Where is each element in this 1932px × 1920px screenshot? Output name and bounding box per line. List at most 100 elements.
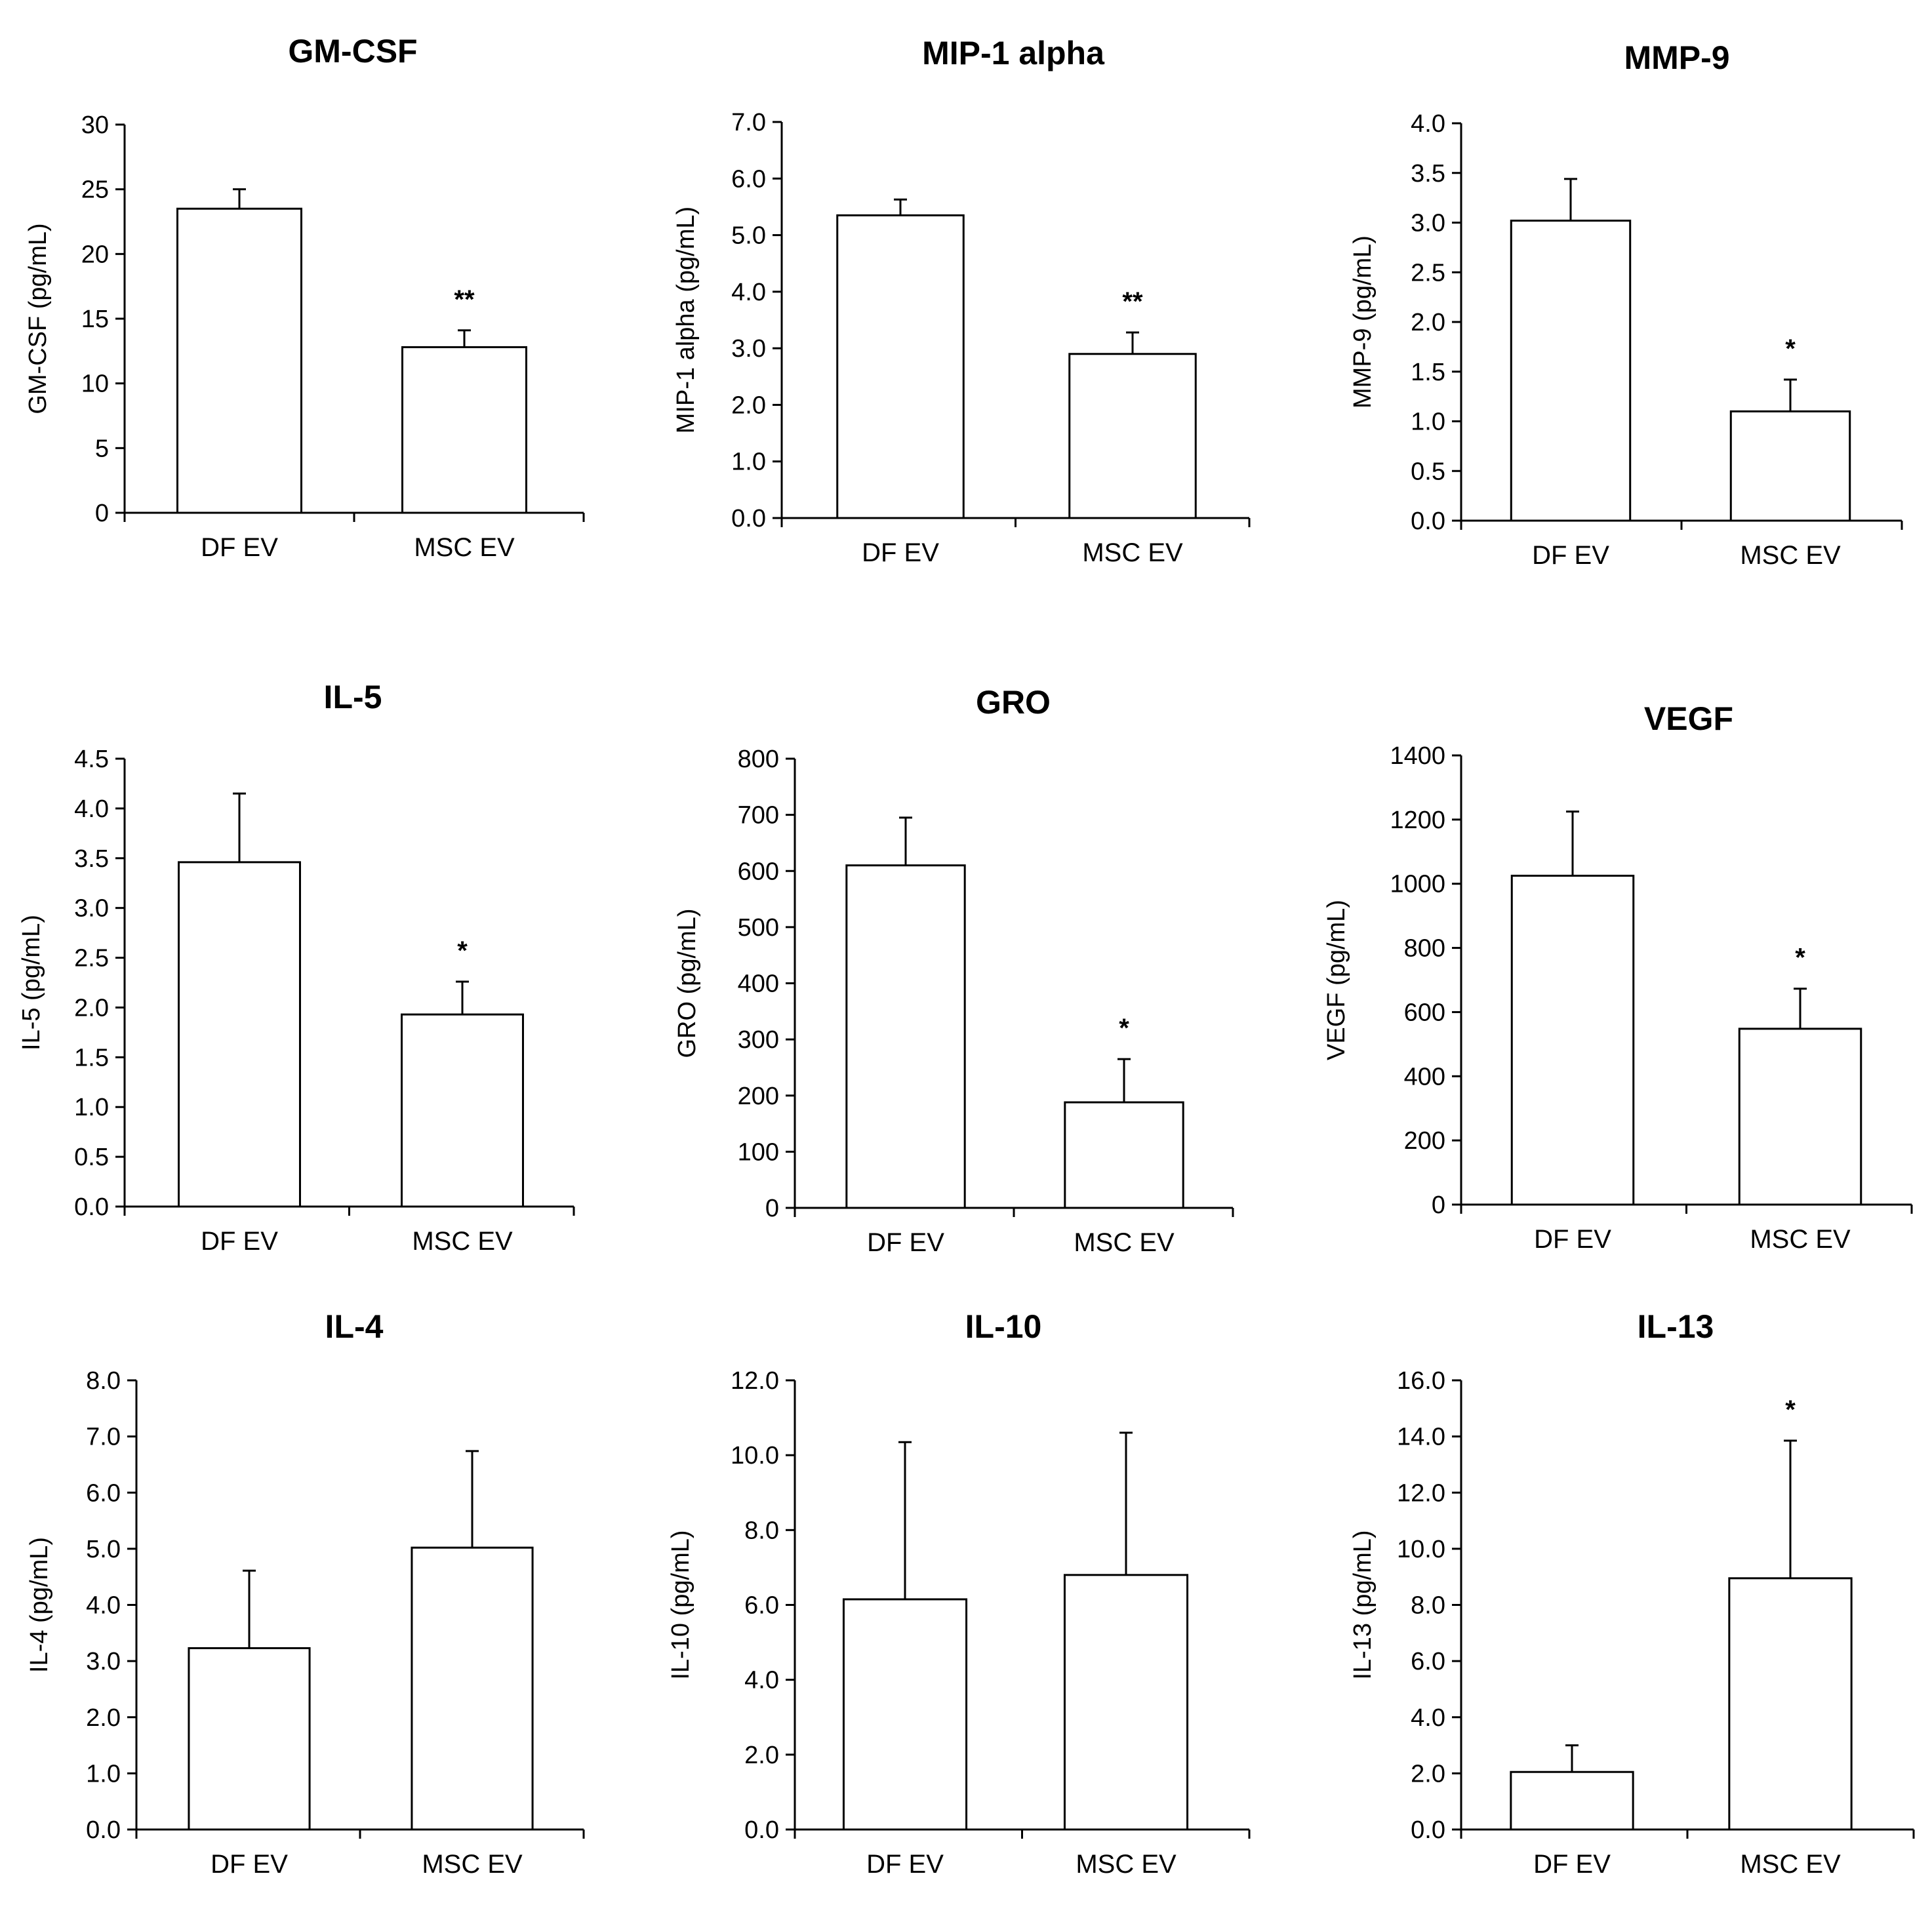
y-tick-label: 3.5	[74, 845, 109, 873]
chart-panel-1: GM-CSF 0 5 10 15 20 25 30 GM-CSF (pg/mL) DF EV MSC…	[24, 33, 585, 562]
chart-panel-9: IL-13 0.0 2.0 4.0 6.0 8.0 10.0 12.0 14.0 16.0 IL-1…	[1349, 1308, 1915, 1879]
y-tick-label: 1.0	[74, 1094, 109, 1121]
y-tick-label: 2.0	[74, 994, 109, 1022]
x-category-label: MSC EV	[1076, 1850, 1177, 1879]
bar-msc-ev	[401, 1013, 524, 1208]
chart-title: MIP-1 alpha	[922, 35, 1105, 71]
bar-df-ev	[842, 1598, 968, 1831]
y-tick-label: 200	[738, 1083, 779, 1110]
y-tick-label: 16.0	[1397, 1367, 1445, 1395]
chart-title: IL-10	[965, 1308, 1042, 1345]
y-tick-label: 6.0	[1411, 1648, 1445, 1675]
y-tick-label: 0.5	[74, 1144, 109, 1171]
y-tick-label: 10.0	[1397, 1536, 1445, 1563]
y-tick-label: 7.0	[731, 109, 766, 136]
y-tick-label: 1200	[1390, 807, 1445, 834]
y-tick-label: 0	[1432, 1191, 1445, 1219]
y-tick-label: 1.5	[74, 1044, 109, 1071]
y-tick-label: 4.0	[731, 279, 766, 306]
y-axis-label: IL-13 (pg/mL)	[1349, 1530, 1377, 1679]
y-tick-label: 500	[738, 914, 779, 942]
y-tick-label: 4.0	[86, 1592, 121, 1620]
y-tick-label: 15	[81, 306, 109, 333]
x-category-label: DF EV	[1533, 1850, 1611, 1879]
y-tick-label: 12.0	[1397, 1479, 1445, 1507]
y-tick-label: 8.0	[744, 1517, 779, 1544]
y-tick-label: 800	[738, 746, 779, 773]
y-tick-label: 5.0	[86, 1536, 121, 1563]
y-tick-label: 400	[738, 970, 779, 998]
y-tick-label: 0	[765, 1195, 779, 1222]
y-axis-label: GM-CSF (pg/mL)	[24, 223, 52, 414]
chart-title: GRO	[976, 684, 1051, 721]
chart-panel-7: IL-4 0.0 1.0 2.0 3.0 4.0 5.0 6.0 7.0 8.0 IL-4 (pg/…	[26, 1308, 585, 1879]
significance-marker: *	[457, 936, 468, 965]
y-tick-label: 1400	[1390, 742, 1445, 770]
y-tick-label: 300	[738, 1026, 779, 1054]
y-tick-label: 6.0	[731, 165, 766, 193]
y-tick-label: 400	[1404, 1063, 1445, 1090]
y-tick-label: 3.0	[731, 335, 766, 363]
x-category-label: MSC EV	[1740, 541, 1841, 570]
y-tick-label: 4.0	[1411, 1704, 1445, 1732]
y-axis-label: MMP-9 (pg/mL)	[1349, 235, 1377, 409]
bar-msc-ev	[1729, 410, 1851, 522]
x-category-label: DF EV	[862, 538, 939, 567]
bar-df-ev	[836, 214, 965, 519]
y-tick-label: 6.0	[86, 1479, 121, 1507]
y-tick-label: 1000	[1390, 871, 1445, 898]
significance-marker: **	[454, 285, 475, 314]
chart-panel-2: MIP-1 alpha 0.0 1.0 2.0 3.0 4.0 5.0 6.0 7.0 MIP-1…	[672, 35, 1251, 567]
y-tick-label: 8.0	[1411, 1592, 1445, 1620]
x-category-label: DF EV	[211, 1850, 288, 1879]
x-category-label: DF EV	[1532, 541, 1609, 570]
chart-panel-8: IL-10 0.0 2.0 4.0 6.0 8.0 10.0 12.0 IL-10 (pg/mL…	[667, 1308, 1251, 1879]
x-category-label: MSC EV	[1074, 1228, 1175, 1257]
bar-msc-ev	[1064, 1101, 1184, 1209]
y-tick-label: 1.0	[86, 1760, 121, 1788]
y-tick-label: 600	[738, 858, 779, 885]
y-tick-label: 10.0	[731, 1442, 779, 1470]
significance-marker: *	[1795, 944, 1805, 972]
bar-df-ev	[1510, 1770, 1634, 1831]
bar-msc-ev	[1063, 1574, 1189, 1831]
y-tick-label: 10	[81, 370, 109, 398]
bar-df-ev	[845, 864, 966, 1209]
x-category-label: MSC EV	[422, 1850, 523, 1879]
y-tick-label: 5.0	[731, 222, 766, 250]
bar-msc-ev	[1728, 1577, 1853, 1831]
x-category-label: MSC EV	[1082, 538, 1183, 567]
y-axis-label: GRO (pg/mL)	[674, 908, 701, 1058]
bar-msc-ev	[1738, 1028, 1862, 1206]
y-tick-label: 4.5	[74, 746, 109, 773]
chart-panel-4: IL-5 0.0 0.5 1.0 1.5 2.0 2.5 3.0 3.5 4.0 4.5 IL-5 (…	[18, 679, 575, 1256]
y-tick-label: 800	[1404, 935, 1445, 963]
chart-title: GM-CSF	[288, 33, 417, 70]
y-tick-label: 0.0	[74, 1193, 109, 1221]
chart-title: IL-4	[325, 1308, 384, 1345]
bar-msc-ev	[411, 1546, 534, 1831]
x-category-label: MSC EV	[414, 533, 515, 562]
y-tick-label: 3.0	[86, 1648, 121, 1675]
chart-title: MMP-9	[1624, 39, 1729, 76]
significance-marker: *	[1785, 334, 1796, 363]
y-tick-label: 2.0	[1411, 309, 1445, 336]
y-axis-label: MIP-1 alpha (pg/mL)	[672, 207, 700, 433]
bar-msc-ev	[1068, 353, 1197, 519]
y-tick-label: 4.0	[744, 1667, 779, 1694]
chart-title: VEGF	[1644, 700, 1733, 737]
y-tick-label: 2.5	[74, 945, 109, 972]
significance-marker: *	[1119, 1014, 1129, 1043]
bar-df-ev	[1510, 219, 1632, 522]
bar-df-ev	[1510, 874, 1635, 1206]
bar-df-ev	[176, 207, 302, 514]
y-tick-label: 0.0	[744, 1816, 779, 1844]
y-tick-label: 3.0	[74, 895, 109, 923]
y-tick-label: 2.0	[1411, 1760, 1445, 1788]
y-tick-label: 3.0	[1411, 210, 1445, 237]
y-axis-label: IL-10 (pg/mL)	[667, 1530, 694, 1679]
y-axis-label: IL-4 (pg/mL)	[26, 1537, 53, 1673]
y-tick-label: 200	[1404, 1127, 1445, 1155]
x-category-label: DF EV	[201, 533, 278, 562]
